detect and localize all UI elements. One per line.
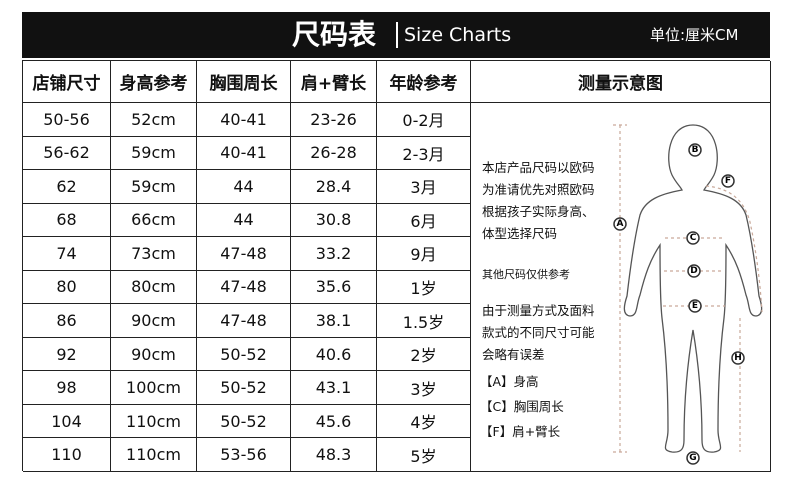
legend-item: 【F】肩+臂长 bbox=[480, 424, 561, 439]
marker-circle bbox=[686, 231, 700, 245]
table-cell: 104 bbox=[23, 404, 111, 439]
table-cell: 6月 bbox=[377, 203, 471, 238]
table-cell: 50-52 bbox=[197, 337, 291, 372]
table-cell: 92 bbox=[23, 337, 111, 372]
body-diagram: A B C D E F G H bbox=[613, 124, 763, 465]
measure-lines bbox=[613, 124, 763, 453]
table-cell: 73cm bbox=[111, 237, 197, 271]
column-header: 店铺尺寸 bbox=[23, 61, 111, 103]
table-cell: 90cm bbox=[111, 337, 197, 372]
legend-item: 【A】身高 bbox=[480, 374, 539, 389]
title: 尺码表 bbox=[292, 18, 377, 51]
marker-circle bbox=[686, 451, 700, 465]
table-cell: 40.6 bbox=[291, 337, 377, 372]
note-line: 会略有误差 bbox=[482, 347, 545, 362]
table-cell: 50-52 bbox=[197, 371, 291, 405]
column-header: 年龄参考 bbox=[377, 61, 471, 103]
note-line: 体型选择尺码 bbox=[482, 226, 558, 241]
table-cell: 110cm bbox=[111, 438, 197, 472]
table-cell: 48.3 bbox=[291, 438, 377, 472]
table-cell: 5岁 bbox=[377, 438, 471, 472]
table-cell: 33.2 bbox=[291, 237, 377, 271]
table-cell: 47-48 bbox=[197, 270, 291, 305]
table-cell: 86 bbox=[23, 304, 111, 338]
marker-circle bbox=[688, 299, 702, 313]
divider bbox=[396, 22, 398, 48]
note-line: 本店产品尺码以欧码 bbox=[482, 160, 595, 175]
subtitle: Size Charts bbox=[404, 24, 512, 46]
table-cell: 74 bbox=[23, 237, 111, 271]
table-cell: 1岁 bbox=[377, 270, 471, 305]
table-cell: 47-48 bbox=[197, 304, 291, 338]
table-cell: 3月 bbox=[377, 170, 471, 204]
table-cell: 3岁 bbox=[377, 371, 471, 405]
marker-label: F bbox=[725, 176, 731, 186]
table-cell: 45.6 bbox=[291, 404, 377, 439]
table-cell: 40-41 bbox=[197, 136, 291, 171]
marker-label: H bbox=[734, 353, 742, 363]
table-cell: 1.5岁 bbox=[377, 304, 471, 338]
silhouette bbox=[623, 124, 763, 453]
table-cell: 0-2月 bbox=[377, 103, 471, 137]
note-line: 款式的不同尺寸可能 bbox=[482, 325, 595, 340]
table-cell: 110 bbox=[23, 438, 111, 472]
note-line: 为准请优先对照欧码 bbox=[482, 182, 595, 197]
table-cell: 2岁 bbox=[377, 337, 471, 372]
note-line: 由于测量方式及面料 bbox=[482, 303, 595, 318]
note-line: 根据孩子实际身高、 bbox=[482, 204, 595, 219]
table-cell: 43.1 bbox=[291, 371, 377, 405]
table-cell: 56-62 bbox=[23, 136, 111, 171]
unit: 单位:厘米CM bbox=[650, 26, 739, 44]
table-cell: 53-56 bbox=[197, 438, 291, 472]
column-header: 胸围周长 bbox=[197, 61, 291, 103]
marker-label: D bbox=[690, 266, 697, 276]
marker-label: G bbox=[689, 453, 696, 463]
marker-circle bbox=[687, 264, 701, 278]
marker-label: C bbox=[690, 233, 697, 243]
table-cell: 68 bbox=[23, 203, 111, 238]
table-cell: 80cm bbox=[111, 270, 197, 305]
marker-label: B bbox=[692, 145, 699, 155]
table-cell: 59cm bbox=[111, 136, 197, 171]
table-cell: 9月 bbox=[377, 237, 471, 271]
diagram-cell bbox=[471, 103, 771, 472]
table-cell: 28.4 bbox=[291, 170, 377, 204]
table-cell: 52cm bbox=[111, 103, 197, 137]
marker-label: E bbox=[692, 301, 698, 311]
table-cell: 44 bbox=[197, 170, 291, 204]
table-cell: 2-3月 bbox=[377, 136, 471, 171]
marker-circle bbox=[731, 351, 745, 365]
table-cell: 38.1 bbox=[291, 304, 377, 338]
table-cell: 40-41 bbox=[197, 103, 291, 137]
column-header: 身高参考 bbox=[111, 61, 197, 103]
table-cell: 4岁 bbox=[377, 404, 471, 439]
diagram-title: 测量示意图 bbox=[471, 61, 771, 103]
table-cell: 100cm bbox=[111, 371, 197, 405]
table-cell: 66cm bbox=[111, 203, 197, 238]
table-cell: 35.6 bbox=[291, 270, 377, 305]
table-cell: 47-48 bbox=[197, 237, 291, 271]
table-cell: 50-56 bbox=[23, 103, 111, 137]
table-cell: 90cm bbox=[111, 304, 197, 338]
marker-circle bbox=[688, 143, 702, 157]
column-header: 肩+臂长 bbox=[291, 61, 377, 103]
table-cell: 62 bbox=[23, 170, 111, 204]
size-table: 店铺尺寸 身高参考 胸围周长 肩+臂长 年龄参考 测量示意图 50-56 52cm 40-41 2… bbox=[22, 60, 771, 472]
marker-circle bbox=[613, 217, 627, 231]
note-line: 其他尺码仅供参考 bbox=[482, 268, 570, 281]
table-cell: 30.8 bbox=[291, 203, 377, 238]
table-cell: 50-52 bbox=[197, 404, 291, 439]
marker-label: A bbox=[617, 219, 624, 229]
table-cell: 80 bbox=[23, 270, 111, 305]
table-cell: 98 bbox=[23, 371, 111, 405]
table-cell: 44 bbox=[197, 203, 291, 238]
table-cell: 110cm bbox=[111, 404, 197, 439]
legend-item: 【C】胸围周长 bbox=[480, 399, 564, 414]
table-cell: 23-26 bbox=[291, 103, 377, 137]
table-cell: 26-28 bbox=[291, 136, 377, 171]
table-cell: 59cm bbox=[111, 170, 197, 204]
marker-circle bbox=[721, 174, 735, 188]
